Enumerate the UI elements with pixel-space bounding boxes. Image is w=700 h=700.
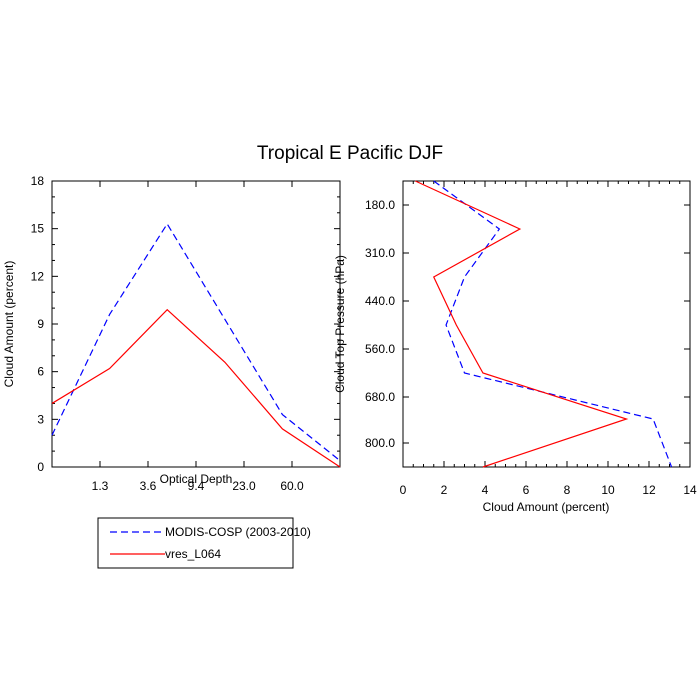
left-x-tick-label: 23.0 xyxy=(232,479,256,493)
left-plot-frame xyxy=(51,180,341,468)
chart-title: Tropical E Pacific DJF xyxy=(257,143,443,164)
legend: MODIS-COSP (2003-2010) vres_L064 xyxy=(97,517,311,569)
right-x-tick-label: 14 xyxy=(683,483,697,497)
left-x-tick-label: 60.0 xyxy=(280,479,304,493)
left-x-axis-label: Optical Depth xyxy=(160,472,233,486)
right-x-axis-label: Cloud Amount (percent) xyxy=(483,500,610,514)
right-y-tick-label: 180.0 xyxy=(365,198,395,212)
right-y-tick-label: 310.0 xyxy=(365,246,395,260)
left-x-tick-label: 9.4 xyxy=(188,479,205,493)
legend-box xyxy=(97,517,294,569)
panel-optical-depth: 0 3 6 9 12 15 18 1.3 3.6 9.4 23.0 60.0 Optical Dept… xyxy=(2,174,341,493)
right-x-tick-label: 6 xyxy=(523,483,530,497)
left-y-tick-label: 12 xyxy=(31,269,45,283)
panel-cloud-top-pressure: 0 2 4 6 8 10 12 14 180.0 310.0 440.0 560.0 680.0 800.… xyxy=(333,180,697,514)
right-y-tick-label: 680.0 xyxy=(365,390,395,404)
right-series-model-line xyxy=(415,180,629,468)
left-y-tick-label: 6 xyxy=(37,365,44,379)
left-y-tick-label: 18 xyxy=(31,174,45,188)
right-x-tick-label: 0 xyxy=(400,483,407,497)
right-x-tick-label: 10 xyxy=(601,483,615,497)
right-y-tick-label: 560.0 xyxy=(365,342,395,356)
right-x-tick-label: 8 xyxy=(564,483,571,497)
left-x-tick-label: 3.6 xyxy=(140,479,157,493)
right-series xyxy=(415,180,673,468)
right-x-tick-label: 2 xyxy=(441,483,448,497)
right-y-axis-label: Cloud Top Pressure (hPa) xyxy=(333,255,347,393)
left-ticks: 0 3 6 9 12 15 18 1.3 3.6 9.4 23.0 60.0 xyxy=(31,174,341,493)
right-x-tick-label: 4 xyxy=(482,483,489,497)
left-y-tick-label: 15 xyxy=(31,222,45,236)
left-y-tick-label: 0 xyxy=(37,460,44,474)
legend-label-model: vres_L064 xyxy=(165,547,221,561)
right-y-tick-label: 440.0 xyxy=(365,294,395,308)
left-series xyxy=(51,222,341,468)
right-series-obs-line xyxy=(433,180,673,468)
left-y-tick-label: 9 xyxy=(37,317,44,331)
right-y-tick-label: 800.0 xyxy=(365,436,395,450)
right-ticks: 0 2 4 6 8 10 12 14 180.0 310.0 440.0 560.0 680.0 800.… xyxy=(365,181,697,497)
left-series-obs-line xyxy=(51,222,341,462)
left-y-tick-label: 3 xyxy=(37,412,44,426)
right-x-tick-label: 12 xyxy=(642,483,656,497)
legend-label-obs: MODIS-COSP (2003-2010) xyxy=(165,525,311,539)
left-series-model-line xyxy=(51,308,341,468)
left-x-tick-label: 1.3 xyxy=(92,479,109,493)
left-y-axis-label: Cloud Amount (percent) xyxy=(2,261,16,388)
